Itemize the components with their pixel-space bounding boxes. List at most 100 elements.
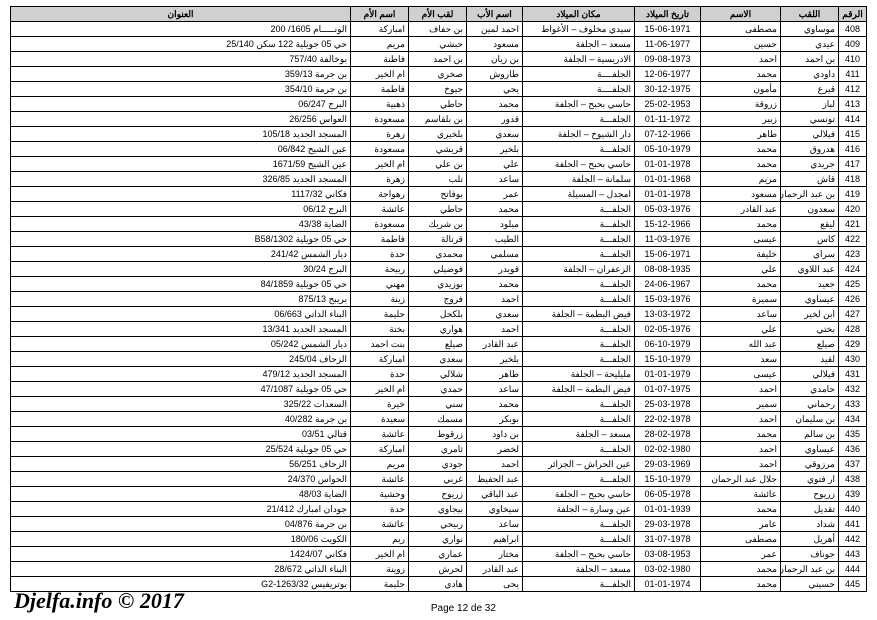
- cell-father: سعدي: [467, 127, 523, 142]
- cell-addr: المسجد الجديد 479/12: [11, 367, 351, 382]
- cell-mfirst: زوينة: [351, 562, 409, 577]
- cell-father: لخضر: [467, 442, 523, 457]
- cell-mfirst: ذهبية: [351, 97, 409, 112]
- col-addr: العنوان: [11, 7, 351, 22]
- cell-pob: دار الشيوخ – الجلفة: [523, 127, 635, 142]
- cell-last: بن سليمان: [781, 412, 839, 427]
- table-row: 420سعدونعبد القادر05-03-1976الجلفـــةمحم…: [11, 202, 867, 217]
- cell-first: محمد: [701, 67, 781, 82]
- cell-mlast: لحرش: [409, 562, 467, 577]
- cell-addr: بن جرمة 40/282: [11, 412, 351, 427]
- cell-first: مسعود: [701, 187, 781, 202]
- cell-dob: 13-03-1972: [635, 307, 701, 322]
- cell-addr: بريبح 875/13: [11, 292, 351, 307]
- cell-addr: البرج 06/247: [11, 97, 351, 112]
- cell-mfirst: مسعودة: [351, 112, 409, 127]
- cell-idx: 420: [839, 202, 867, 217]
- cell-addr: بن جرمة 359/13: [11, 67, 351, 82]
- cell-pob: الجلفـــة: [523, 217, 635, 232]
- cell-last: لقيد: [781, 352, 839, 367]
- cell-pob: الجلفــــة: [523, 82, 635, 97]
- cell-father: بوبكر: [467, 412, 523, 427]
- cell-pob: فيض البطمة – الجلفة: [523, 382, 635, 397]
- cell-pob: سلمانة – الجلفة: [523, 172, 635, 187]
- cell-pob: الجلفـــة: [523, 202, 635, 217]
- cell-mfirst: عائشة: [351, 427, 409, 442]
- cell-dob: 06-05-1978: [635, 487, 701, 502]
- cell-idx: 437: [839, 457, 867, 472]
- cell-dob: 01-07-1975: [635, 382, 701, 397]
- cell-dob: 30-12-1975: [635, 82, 701, 97]
- cell-pob: الجلفـــة: [523, 322, 635, 337]
- cell-father: بلخير: [467, 142, 523, 157]
- cell-addr: السعدات 325/22: [11, 397, 351, 412]
- cell-mfirst: ام الخير: [351, 382, 409, 397]
- cell-addr: الزحاف 56/251: [11, 457, 351, 472]
- cell-mfirst: رهواجة: [351, 187, 409, 202]
- cell-mfirst: بختة: [351, 322, 409, 337]
- cell-pob: الجلفـــة: [523, 337, 635, 352]
- cell-dob: 24-06-1967: [635, 277, 701, 292]
- cell-first: حسين: [701, 37, 781, 52]
- cell-pob: عين وسارة – الجلفة: [523, 502, 635, 517]
- cell-first: زبير: [701, 112, 781, 127]
- cell-mlast: زرقوط: [409, 427, 467, 442]
- cell-idx: 422: [839, 232, 867, 247]
- cell-dob: 01-01-1979: [635, 367, 701, 382]
- cell-idx: 432: [839, 382, 867, 397]
- cell-last: هدروق: [781, 142, 839, 157]
- cell-addr: فكاني 1424/07: [11, 547, 351, 562]
- table-row: 426عيساويسميرة15-03-1976الجلفـــةاحمدفرو…: [11, 292, 867, 307]
- cell-pob: حاسي بحبح – الجلفة: [523, 157, 635, 172]
- cell-father: سيخاوي: [467, 502, 523, 517]
- cell-mfirst: امباركة: [351, 442, 409, 457]
- cell-addr: الزحاف 245/04: [11, 352, 351, 367]
- cell-dob: 09-08-1973: [635, 52, 701, 67]
- table-row: 423سرايخليفة15-06-1971الجلفـــةمسلميمحمد…: [11, 247, 867, 262]
- table-row: 433رحمانيسمير25-03-1978الجلفـــةمحمدسنيخ…: [11, 397, 867, 412]
- cell-mlast: جودي: [409, 457, 467, 472]
- cell-addr: عين الشيح 1671/59: [11, 157, 351, 172]
- table-row: 422كاسعيسى11-03-1976الجلفـــةالطيبقرتالة…: [11, 232, 867, 247]
- table-row: 417جريديمحمد01-01-1978حاسي بحبح – الجلفة…: [11, 157, 867, 172]
- table-row: 435بن سالممحمد28-02-1978مسعد – الجلفةبن …: [11, 427, 867, 442]
- cell-mfirst: زهرة: [351, 127, 409, 142]
- cell-mfirst: ام الخير: [351, 67, 409, 82]
- cell-father: عمر: [467, 187, 523, 202]
- cell-father: علي: [467, 157, 523, 172]
- cell-mfirst: فاطمة: [351, 232, 409, 247]
- cell-last: حامدي: [781, 382, 839, 397]
- cell-idx: 424: [839, 262, 867, 277]
- cell-dob: 01-01-1968: [635, 172, 701, 187]
- cell-mlast: بن شريك: [409, 217, 467, 232]
- cell-pob: سيدي مخلوف – الأغواط: [523, 22, 635, 37]
- cell-last: ابن لخير: [781, 307, 839, 322]
- cell-last: فيلالي: [781, 127, 839, 142]
- cell-first: احمد: [701, 457, 781, 472]
- cell-mfirst: حدة: [351, 502, 409, 517]
- cell-idx: 409: [839, 37, 867, 52]
- cell-idx: 438: [839, 472, 867, 487]
- cell-addr: قتالي 03/51: [11, 427, 351, 442]
- cell-first: احمد: [701, 412, 781, 427]
- table-body: 408موساويمصطفى15-06-1971سيدي مخلوف – الأ…: [11, 22, 867, 592]
- cell-addr: حي 05 جويلية B58/1302: [11, 232, 351, 247]
- cell-mlast: بيجاوي: [409, 502, 467, 517]
- cell-first: محمد: [701, 277, 781, 292]
- cell-last: تونسي: [781, 112, 839, 127]
- brand-text: Djelfa.info © 2017: [14, 588, 184, 614]
- table-row: 424عبد اللاويعلي08-08-1935الزعفران – الج…: [11, 262, 867, 277]
- cell-father: مسعود: [467, 37, 523, 52]
- cell-dob: 22-02-1978: [635, 412, 701, 427]
- cell-idx: 412: [839, 82, 867, 97]
- cell-mlast: حاطي: [409, 97, 467, 112]
- col-mlast: لقب الأم: [409, 7, 467, 22]
- cell-last: شداد: [781, 517, 839, 532]
- cell-addr: البناء الذاتي 06/663: [11, 307, 351, 322]
- cell-idx: 421: [839, 217, 867, 232]
- col-dob: تاريخ الميلاد: [635, 7, 701, 22]
- cell-idx: 428: [839, 322, 867, 337]
- cell-first: جلال عبد الرحمان: [701, 472, 781, 487]
- cell-mlast: زريوح: [409, 487, 467, 502]
- cell-pob: الجلفـــة: [523, 292, 635, 307]
